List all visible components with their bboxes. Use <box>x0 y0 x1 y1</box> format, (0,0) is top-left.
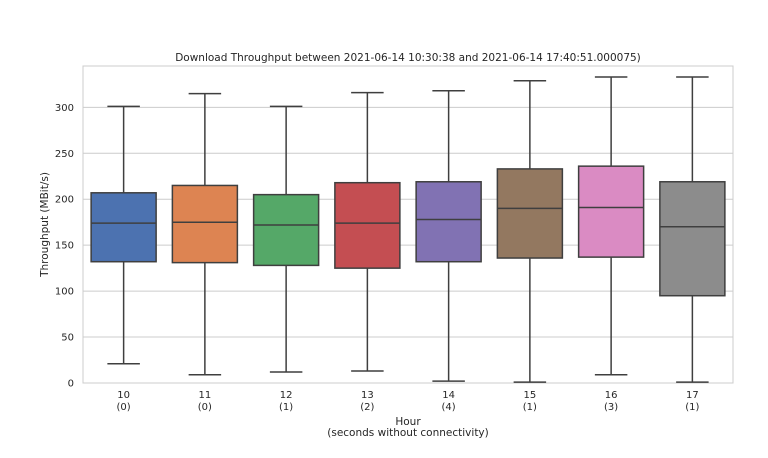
box-iqr-16 <box>577 165 645 258</box>
box-iqr-12 <box>252 193 320 267</box>
box-group-17 <box>659 76 726 383</box>
x-tick-sublabel: (4) <box>442 402 456 413</box>
x-axis-label: Hour <box>395 416 421 428</box>
y-tick-label: 100 <box>55 287 74 298</box>
box-group-12 <box>252 105 320 373</box>
box-group-15 <box>496 79 564 383</box>
y-tick-label: 300 <box>55 103 74 114</box>
x-tick-label: 13 <box>361 390 374 401</box>
x-tick-label: 14 <box>442 390 455 401</box>
y-tick-label: 150 <box>55 241 74 252</box>
box-iqr-15 <box>496 168 564 259</box>
box-group-11 <box>171 92 239 376</box>
box-iqr-17 <box>659 181 726 297</box>
box-iqr-14 <box>415 181 482 263</box>
x-tick-sublabel: (1) <box>523 402 537 413</box>
x-tick-label: 10 <box>117 390 130 401</box>
y-axis-label: Throughput (MBit/s) <box>39 172 51 278</box>
x-tick-sublabel: (2) <box>360 402 374 413</box>
box-iqr-11 <box>171 184 239 264</box>
x-tick-label: 11 <box>199 390 212 401</box>
x-tick-label: 15 <box>524 390 537 401</box>
x-tick-label: 12 <box>280 390 293 401</box>
x-tick-sublabel: (0) <box>198 402 212 413</box>
chart-title: Download Throughput between 2021-06-14 1… <box>175 52 641 64</box>
x-tick-sublabel: (1) <box>685 402 699 413</box>
x-tick-sublabel: (1) <box>279 402 293 413</box>
y-tick-label: 250 <box>55 149 74 160</box>
x-tick-sublabel: (0) <box>117 402 131 413</box>
x-tick-label: 17 <box>686 390 699 401</box>
box-group-14 <box>415 90 482 382</box>
y-tick-label: 50 <box>61 333 74 344</box>
y-axis: 0 50 100 150 200 250 300 <box>55 103 74 390</box>
x-tick-sublabel: (3) <box>604 402 618 413</box>
x-axis-sublabel: (seconds without connectivity) <box>327 427 489 439</box>
box-group-10 <box>90 105 157 365</box>
x-axis: 10(0)11(0)12(1)13(2)14(4)15(1)16(3)17(1) <box>117 390 700 413</box>
box-group-13 <box>334 91 401 372</box>
box-iqr-10 <box>90 192 157 263</box>
box-iqr-13 <box>334 181 401 269</box>
x-tick-label: 16 <box>605 390 618 401</box>
box-group-16 <box>577 76 645 376</box>
boxes <box>90 76 726 383</box>
y-tick-label: 200 <box>55 195 74 206</box>
y-tick-label: 0 <box>68 379 74 390</box>
